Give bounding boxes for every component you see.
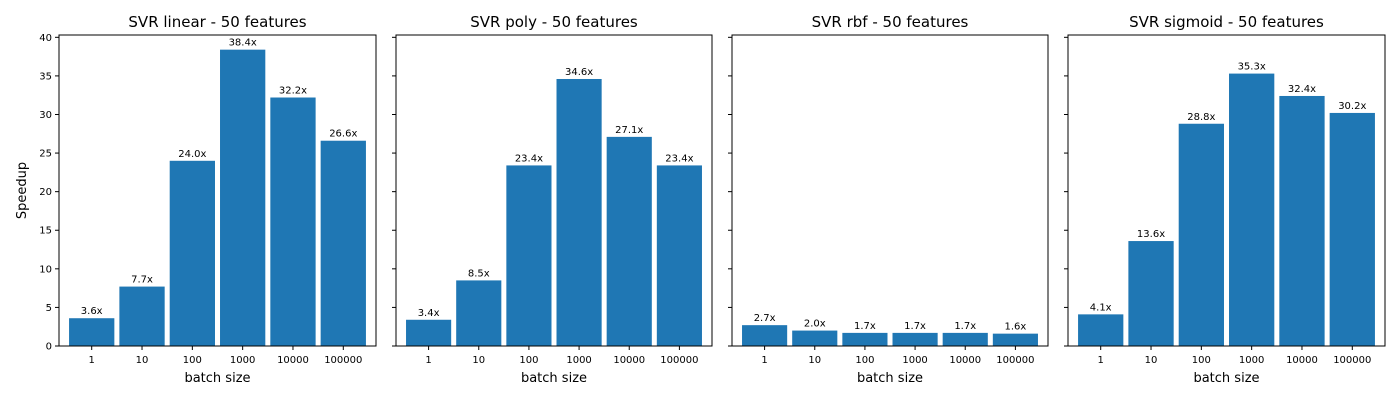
- bar-10000: [270, 97, 316, 346]
- x-tick-label: 1: [1098, 355, 1104, 366]
- bar-value-label: 27.1x: [615, 125, 643, 136]
- chart-title: SVR rbf - 50 features: [812, 13, 969, 31]
- x-tick-label: 10000: [949, 355, 981, 366]
- chart-panel-4: SVR sigmoid - 50 features 4.1x 1 13.6x 10 28.…: [1064, 13, 1386, 386]
- bar-value-label: 35.3x: [1238, 62, 1266, 73]
- bar-value-label: 24.0x: [178, 149, 206, 160]
- chart-title: SVR sigmoid - 50 features: [1129, 13, 1324, 31]
- bar-value-label: 2.0x: [804, 319, 826, 330]
- y-tick-label: 15: [39, 226, 52, 237]
- x-tick-label: 10000: [613, 355, 645, 366]
- bar-10: [456, 280, 502, 346]
- x-axis-label: batch size: [857, 371, 923, 386]
- bar-10000: [606, 136, 652, 346]
- bar-1000: [220, 49, 266, 346]
- bar-value-label: 1.7x: [904, 321, 926, 332]
- x-tick-label: 10: [136, 355, 149, 366]
- bar-10000: [942, 332, 988, 346]
- y-axis-label: Speedup: [15, 162, 30, 219]
- bar-1: [406, 319, 452, 346]
- bar-10000: [1279, 95, 1325, 346]
- bar-100000: [992, 333, 1038, 346]
- bar-value-label: 30.2x: [1338, 101, 1366, 112]
- x-tick-label: 10: [472, 355, 485, 366]
- bar-100000: [1329, 112, 1375, 346]
- y-tick-label: 25: [39, 149, 52, 160]
- x-tick-label: 1000: [902, 355, 927, 366]
- bar-10: [1128, 241, 1174, 346]
- bar-value-label: 1.6x: [1004, 322, 1026, 333]
- bar-10: [792, 330, 838, 346]
- bar-value-label: 26.6x: [329, 129, 357, 140]
- bar-1: [69, 318, 115, 346]
- y-tick-label: 30: [39, 110, 52, 121]
- bar-value-label: 32.4x: [1288, 84, 1316, 95]
- chart-panel-3: SVR rbf - 50 features 2.7x 1 2.0x 10 1.7x 100 1…: [728, 13, 1049, 386]
- bar-1000: [1229, 73, 1275, 346]
- bar-1000: [556, 78, 602, 347]
- x-axis-label: batch size: [521, 371, 587, 386]
- y-tick-label: 10: [39, 264, 52, 275]
- x-axis-label: batch size: [1193, 371, 1259, 386]
- bar-100: [1178, 123, 1224, 346]
- x-tick-label: 100: [855, 355, 874, 366]
- x-tick-label: 1000: [566, 355, 591, 366]
- bar-value-label: 23.4x: [515, 153, 543, 164]
- bar-value-label: 28.8x: [1187, 112, 1215, 123]
- x-tick-label: 100: [183, 355, 202, 366]
- x-tick-label: 1: [425, 355, 431, 366]
- bar-10: [119, 286, 165, 346]
- x-tick-label: 100000: [1333, 355, 1371, 366]
- bar-value-label: 7.7x: [131, 275, 153, 286]
- bar-value-label: 1.7x: [954, 321, 976, 332]
- bar-value-label: 8.5x: [468, 268, 490, 279]
- chart-title: SVR linear - 50 features: [128, 13, 306, 31]
- bar-value-label: 32.2x: [279, 86, 307, 97]
- bar-value-label: 13.6x: [1137, 229, 1165, 240]
- bar-100000: [656, 165, 702, 346]
- y-tick-label: 0: [46, 342, 52, 353]
- x-tick-label: 100000: [996, 355, 1034, 366]
- bar-value-label: 38.4x: [229, 38, 257, 49]
- bar-value-label: 4.1x: [1090, 302, 1112, 313]
- x-tick-label: 100: [519, 355, 538, 366]
- bar-100000: [320, 140, 366, 346]
- bar-100: [169, 160, 215, 346]
- plot-frame: [395, 34, 713, 347]
- plot-frame: [58, 34, 377, 347]
- x-tick-label: 10000: [277, 355, 309, 366]
- x-tick-label: 1: [761, 355, 767, 366]
- y-tick-label: 40: [39, 33, 52, 44]
- x-tick-label: 1: [89, 355, 95, 366]
- x-tick-label: 10000: [1286, 355, 1318, 366]
- x-axis-label: batch size: [184, 371, 250, 386]
- x-tick-label: 10: [808, 355, 821, 366]
- bar-100: [506, 165, 552, 346]
- bar-100: [842, 332, 888, 346]
- bar-1: [1078, 314, 1124, 346]
- bar-1: [742, 325, 788, 346]
- chart-title: SVR poly - 50 features: [470, 13, 638, 31]
- x-tick-label: 10: [1145, 355, 1158, 366]
- x-tick-label: 1000: [230, 355, 255, 366]
- bar-value-label: 3.4x: [418, 308, 440, 319]
- x-tick-label: 100000: [660, 355, 698, 366]
- bar-value-label: 1.7x: [854, 321, 876, 332]
- chart-panel-2: SVR poly - 50 features 3.4x 1 8.5x 10 23.4x 10…: [392, 13, 713, 386]
- x-tick-label: 100: [1192, 355, 1211, 366]
- y-tick-label: 5: [46, 303, 52, 314]
- x-tick-label: 1000: [1239, 355, 1264, 366]
- plot-frame: [731, 34, 1049, 347]
- y-tick-label: 35: [39, 71, 52, 82]
- x-tick-label: 100000: [324, 355, 362, 366]
- bar-1000: [892, 332, 938, 346]
- plot-frame: [1067, 34, 1386, 347]
- bar-value-label: 34.6x: [565, 67, 593, 78]
- bar-value-label: 2.7x: [754, 313, 776, 324]
- bar-value-label: 23.4x: [665, 153, 693, 164]
- bar-value-label: 3.6x: [81, 306, 103, 317]
- chart-panel-1: SVR linear - 50 features 3.6x 1 7.7x 10 24.0x…: [15, 13, 377, 386]
- y-tick-label: 20: [39, 187, 52, 198]
